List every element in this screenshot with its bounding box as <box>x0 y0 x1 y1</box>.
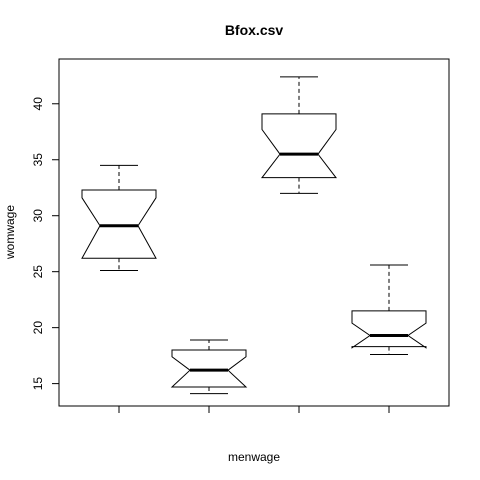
box-body-4 <box>351 310 427 349</box>
box-4 <box>351 264 427 356</box>
box-3 <box>260 76 338 194</box>
y-tick-label-25: 25 <box>31 265 45 279</box>
x-axis-title: menwage <box>228 450 280 464</box>
y-tick-label-30: 30 <box>31 209 45 223</box>
plot-frame <box>58 58 450 407</box>
y-axis-title: womwage <box>3 205 17 260</box>
x-axis <box>118 405 390 413</box>
boxes-group <box>81 76 427 395</box>
box-body-3 <box>260 113 338 179</box>
box-body-1 <box>81 189 157 259</box>
box-1 <box>81 164 157 272</box>
y-tick-label-35: 35 <box>31 153 45 167</box>
y-tick-label-15: 15 <box>31 377 45 391</box>
y-tick-label-20: 20 <box>31 321 45 335</box>
box-2 <box>170 339 248 395</box>
y-tick-label-40: 40 <box>31 97 45 111</box>
chart-title: Bfox.csv <box>225 22 284 38</box>
box-body-2 <box>170 349 248 388</box>
y-axis: 15 20 25 30 35 40 <box>31 97 60 391</box>
